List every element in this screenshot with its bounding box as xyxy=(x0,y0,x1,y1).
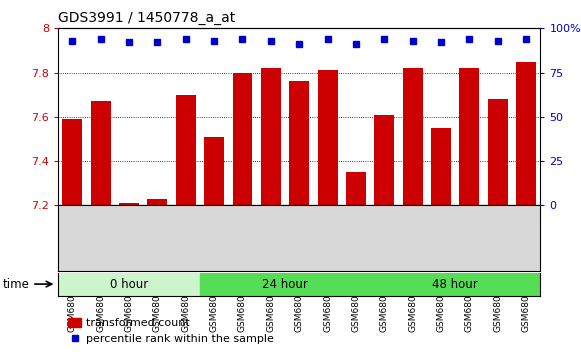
Text: 24 hour: 24 hour xyxy=(262,278,308,291)
Bar xyxy=(488,99,508,205)
Bar xyxy=(200,273,370,296)
Bar xyxy=(148,199,167,205)
Bar xyxy=(176,95,196,205)
Text: 48 hour: 48 hour xyxy=(432,278,478,291)
Legend: transformed count, percentile rank within the sample: transformed count, percentile rank withi… xyxy=(64,314,278,348)
Bar xyxy=(58,273,200,296)
Text: 0 hour: 0 hour xyxy=(110,278,148,291)
Bar xyxy=(374,115,394,205)
Bar xyxy=(516,62,536,205)
Bar xyxy=(119,203,139,205)
Bar xyxy=(370,273,540,296)
Text: GDS3991 / 1450778_a_at: GDS3991 / 1450778_a_at xyxy=(58,11,235,25)
Text: time: time xyxy=(3,278,30,291)
Bar xyxy=(289,81,309,205)
Bar xyxy=(318,70,338,205)
Bar xyxy=(91,101,110,205)
Bar xyxy=(62,119,83,205)
Bar xyxy=(261,68,281,205)
Bar xyxy=(346,172,366,205)
Bar xyxy=(460,68,479,205)
Bar xyxy=(232,73,252,205)
Bar xyxy=(431,128,451,205)
Bar xyxy=(403,68,422,205)
Bar xyxy=(204,137,224,205)
